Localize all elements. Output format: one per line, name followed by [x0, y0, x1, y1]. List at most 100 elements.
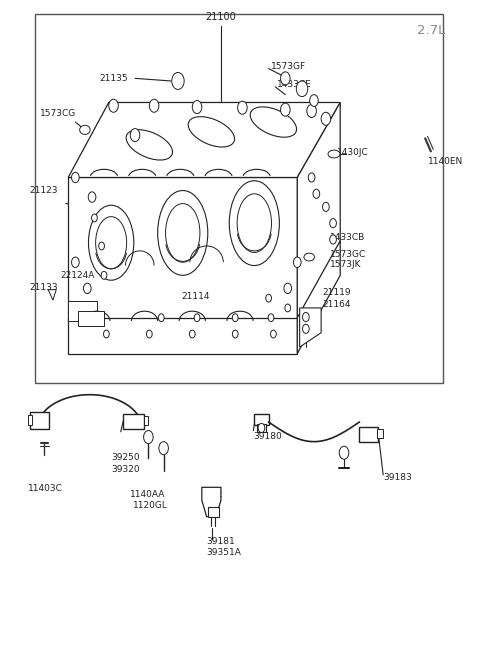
Text: 21133: 21133 — [29, 283, 58, 292]
Circle shape — [281, 103, 290, 116]
Polygon shape — [257, 424, 266, 432]
Circle shape — [293, 257, 301, 267]
Polygon shape — [297, 102, 340, 321]
Circle shape — [84, 283, 91, 293]
Circle shape — [99, 242, 105, 250]
Text: 11403C: 11403C — [28, 484, 62, 493]
Circle shape — [266, 294, 272, 302]
Ellipse shape — [88, 205, 134, 280]
Text: 21135: 21135 — [99, 74, 128, 83]
Polygon shape — [297, 241, 340, 354]
Circle shape — [258, 423, 265, 432]
Circle shape — [271, 330, 276, 338]
Text: 39250: 39250 — [111, 453, 140, 462]
Polygon shape — [30, 412, 49, 428]
Ellipse shape — [126, 130, 172, 160]
Polygon shape — [202, 487, 221, 517]
Ellipse shape — [188, 117, 235, 147]
Polygon shape — [68, 318, 297, 354]
Ellipse shape — [96, 217, 127, 269]
Polygon shape — [68, 301, 97, 321]
Circle shape — [190, 330, 195, 338]
Circle shape — [88, 192, 96, 202]
Ellipse shape — [229, 181, 279, 265]
Circle shape — [321, 112, 331, 125]
Circle shape — [339, 446, 349, 459]
Polygon shape — [360, 426, 378, 441]
Ellipse shape — [80, 125, 90, 134]
Circle shape — [308, 173, 315, 182]
Circle shape — [302, 324, 309, 333]
Circle shape — [232, 330, 238, 338]
Circle shape — [313, 189, 320, 198]
Circle shape — [296, 81, 308, 97]
Text: 1573JK: 1573JK — [330, 261, 361, 269]
Text: 1140EN: 1140EN — [428, 157, 463, 166]
Polygon shape — [48, 290, 56, 300]
Text: 21100: 21100 — [205, 12, 236, 22]
Text: 21114: 21114 — [182, 291, 210, 301]
Text: 1573GC: 1573GC — [330, 250, 366, 259]
Circle shape — [146, 330, 152, 338]
Text: 21123: 21123 — [29, 186, 58, 195]
Polygon shape — [300, 308, 321, 347]
Polygon shape — [68, 178, 297, 321]
Text: 1433CB: 1433CB — [330, 233, 365, 242]
Circle shape — [268, 314, 274, 322]
Circle shape — [159, 441, 168, 455]
Circle shape — [302, 312, 309, 322]
Circle shape — [72, 172, 79, 183]
Circle shape — [330, 219, 336, 228]
Text: 39183: 39183 — [383, 473, 412, 482]
Text: 1120GL: 1120GL — [132, 501, 168, 510]
Text: 21119: 21119 — [323, 288, 351, 297]
Circle shape — [323, 202, 329, 212]
Text: 22124A: 22124A — [60, 271, 95, 280]
Text: 21164: 21164 — [323, 299, 351, 309]
Circle shape — [281, 72, 290, 85]
Ellipse shape — [328, 150, 340, 158]
Polygon shape — [28, 415, 33, 425]
Circle shape — [149, 99, 159, 112]
Text: 39180: 39180 — [253, 432, 282, 441]
Circle shape — [101, 271, 107, 279]
Ellipse shape — [304, 253, 314, 261]
Polygon shape — [68, 102, 340, 178]
Text: 1140AA: 1140AA — [130, 490, 166, 499]
Circle shape — [284, 283, 291, 293]
Circle shape — [109, 99, 118, 112]
Text: 39351A: 39351A — [206, 548, 241, 557]
Circle shape — [310, 95, 318, 106]
Circle shape — [104, 330, 109, 338]
Polygon shape — [78, 311, 104, 326]
Circle shape — [158, 314, 164, 322]
Circle shape — [307, 104, 316, 117]
Circle shape — [172, 73, 184, 90]
Text: 1573GF: 1573GF — [271, 62, 306, 71]
Text: 39320: 39320 — [111, 464, 140, 474]
Text: 39181: 39181 — [206, 537, 235, 546]
FancyBboxPatch shape — [35, 14, 443, 383]
Polygon shape — [207, 507, 218, 517]
Text: 1433CE: 1433CE — [277, 81, 312, 89]
Circle shape — [194, 314, 200, 322]
Text: 1573CG: 1573CG — [39, 109, 76, 118]
Ellipse shape — [157, 191, 208, 275]
Circle shape — [192, 100, 202, 113]
Circle shape — [238, 101, 247, 114]
Circle shape — [285, 304, 290, 312]
Polygon shape — [254, 413, 269, 425]
Text: 2.7L: 2.7L — [417, 24, 445, 37]
Polygon shape — [144, 416, 148, 425]
Polygon shape — [377, 429, 383, 438]
Ellipse shape — [237, 194, 272, 252]
Circle shape — [72, 257, 79, 267]
Ellipse shape — [166, 204, 200, 262]
Circle shape — [130, 128, 140, 141]
Text: 1430JC: 1430JC — [337, 148, 369, 157]
Circle shape — [144, 430, 153, 443]
Circle shape — [232, 314, 238, 322]
Ellipse shape — [250, 107, 297, 137]
Circle shape — [92, 214, 97, 222]
Circle shape — [330, 235, 336, 244]
